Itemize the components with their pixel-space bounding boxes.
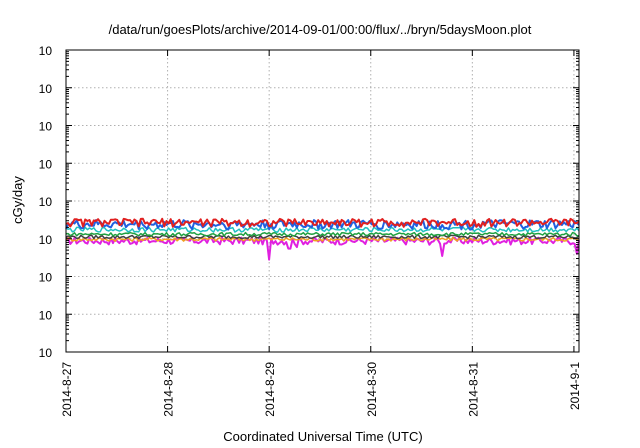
x-axis: 2014-8-27 2014-8-28 2014-8-29 2014-8-30 2014… (60, 50, 582, 417)
y-tick-label: 10 (39, 233, 53, 247)
x-tick-label: 2014-9-1 (568, 362, 582, 410)
y-tick-label: 10 (39, 346, 53, 360)
y-tick-label: 10 (39, 120, 53, 134)
series-line (65, 236, 580, 261)
x-tick-label: 2014-8-28 (162, 362, 176, 417)
x-tick-label: 2014-8-31 (466, 362, 480, 417)
y-tick-label: 10 (39, 271, 53, 285)
y-tick-label: 10 (39, 82, 53, 96)
y-tick-label: 10 (39, 308, 53, 322)
series-line (65, 217, 580, 228)
x-tick-label: 2014-8-30 (365, 362, 379, 417)
series-group (65, 217, 580, 261)
y-axis-title: cGy/day (10, 176, 25, 224)
y-tick-label: 10 (39, 157, 53, 171)
chart-title: /data/run/goesPlots/archive/2014-09-01/0… (109, 22, 532, 37)
series-line (65, 236, 580, 242)
x-axis-title: Coordinated Universal Time (UTC) (223, 429, 422, 444)
series-line (65, 226, 580, 233)
y-axis: 10-410-310-210-1100101102103104 (39, 44, 579, 360)
x-tick-label: 2014-8-27 (60, 362, 74, 417)
grid (66, 50, 579, 352)
y-tick-label: 10 (39, 44, 53, 58)
y-tick-label: 10 (39, 195, 53, 209)
series-line (65, 231, 579, 237)
x-tick-label: 2014-8-29 (263, 362, 277, 417)
